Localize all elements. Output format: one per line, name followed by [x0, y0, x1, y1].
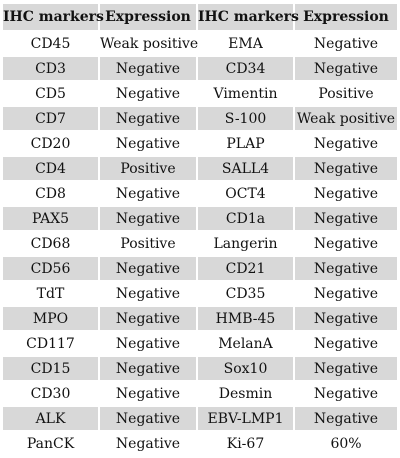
marker-cell: Sox10 [198, 357, 295, 382]
marker-cell: CD56 [3, 257, 100, 282]
expression-cell: Negative [295, 382, 397, 407]
marker-cell: PAX5 [3, 207, 100, 232]
expression-cell: Negative [100, 282, 198, 307]
marker-cell: TdT [3, 282, 100, 307]
marker-cell: Desmin [198, 382, 295, 407]
header-ihc-markers-2: IHC markers [198, 4, 299, 32]
table-row: CD7 Negative S-100 Weak positive [3, 107, 397, 132]
ihc-marker-table: IHC markers Expression IHC markers Expre… [3, 4, 397, 457]
expression-cell: Weak positive [100, 32, 198, 57]
header-expression-1: Expression [100, 4, 198, 32]
expression-cell: Negative [100, 432, 198, 457]
expression-cell: Negative [295, 357, 397, 382]
table-row: CD20 Negative PLAP Negative [3, 132, 397, 157]
table-row: TdT Negative CD35 Negative [3, 282, 397, 307]
marker-cell: OCT4 [198, 182, 295, 207]
table-body: CD45 Weak positive EMA Negative CD3 Negative C… [3, 32, 397, 457]
expression-cell: Negative [100, 307, 198, 332]
expression-cell: Negative [100, 107, 198, 132]
table-row: CD30 Negative Desmin Negative [3, 382, 397, 407]
header-ihc-markers-1: IHC markers [3, 4, 104, 32]
marker-cell: PanCK [3, 432, 100, 457]
expression-cell: Negative [295, 282, 397, 307]
expression-cell: Negative [295, 232, 397, 257]
marker-cell: CD35 [198, 282, 295, 307]
expression-cell: Positive [100, 157, 198, 182]
header-row: IHC markers Expression IHC markers Expre… [3, 4, 397, 32]
marker-cell: EMA [198, 32, 295, 57]
header-expression-2: Expression [295, 4, 397, 32]
table-row: CD8 Negative OCT4 Negative [3, 182, 397, 207]
marker-cell: CD15 [3, 357, 100, 382]
expression-cell: Negative [295, 132, 397, 157]
expression-cell: Negative [100, 357, 198, 382]
expression-cell: Weak positive [295, 107, 397, 132]
marker-cell: MPO [3, 307, 100, 332]
table-row: CD5 Negative Vimentin Positive [3, 82, 397, 107]
expression-cell: Negative [295, 32, 397, 57]
marker-cell: CD3 [3, 57, 100, 82]
expression-cell: 60% [295, 432, 397, 457]
expression-cell: Negative [100, 382, 198, 407]
table-row: CD4 Positive SALL4 Negative [3, 157, 397, 182]
expression-cell: Negative [100, 207, 198, 232]
table-row: CD68 Positive Langerin Negative [3, 232, 397, 257]
expression-cell: Negative [100, 332, 198, 357]
expression-cell: Positive [295, 82, 397, 107]
marker-cell: CD21 [198, 257, 295, 282]
marker-cell: Ki-67 [198, 432, 295, 457]
table-row: CD56 Negative CD21 Negative [3, 257, 397, 282]
expression-cell: Negative [295, 207, 397, 232]
marker-cell: CD45 [3, 32, 100, 57]
expression-cell: Negative [100, 407, 198, 432]
marker-cell: Langerin [198, 232, 295, 257]
expression-cell: Positive [100, 232, 198, 257]
expression-cell: Negative [100, 57, 198, 82]
marker-cell: ALK [3, 407, 100, 432]
marker-cell: CD8 [3, 182, 100, 207]
expression-cell: Negative [295, 307, 397, 332]
expression-cell: Negative [100, 82, 198, 107]
marker-cell: CD68 [3, 232, 100, 257]
expression-cell: Negative [295, 157, 397, 182]
expression-cell: Negative [295, 57, 397, 82]
table-header: IHC markers Expression IHC markers Expre… [3, 4, 397, 32]
expression-cell: Negative [295, 407, 397, 432]
marker-cell: SALL4 [198, 157, 295, 182]
marker-cell: Vimentin [198, 82, 295, 107]
marker-cell: CD34 [198, 57, 295, 82]
table-row: MPO Negative HMB-45 Negative [3, 307, 397, 332]
marker-cell: CD4 [3, 157, 100, 182]
marker-cell: S-100 [198, 107, 295, 132]
table-row: CD15 Negative Sox10 Negative [3, 357, 397, 382]
table-row: CD117 Negative MelanA Negative [3, 332, 397, 357]
table-row: CD45 Weak positive EMA Negative [3, 32, 397, 57]
expression-cell: Negative [100, 257, 198, 282]
table-row: PAX5 Negative CD1a Negative [3, 207, 397, 232]
marker-cell: MelanA [198, 332, 295, 357]
expression-cell: Negative [295, 182, 397, 207]
expression-cell: Negative [295, 332, 397, 357]
marker-cell: CD1a [198, 207, 295, 232]
expression-cell: Negative [295, 257, 397, 282]
expression-cell: Negative [100, 132, 198, 157]
marker-cell: CD20 [3, 132, 100, 157]
marker-cell: PLAP [198, 132, 295, 157]
marker-cell: CD30 [3, 382, 100, 407]
marker-cell: CD7 [3, 107, 100, 132]
table-row: PanCK Negative Ki-67 60% [3, 432, 397, 457]
marker-cell: CD117 [3, 332, 100, 357]
table-row: CD3 Negative CD34 Negative [3, 57, 397, 82]
marker-cell: HMB-45 [198, 307, 295, 332]
marker-cell: EBV-LMP1 [198, 407, 295, 432]
marker-cell: CD5 [3, 82, 100, 107]
expression-cell: Negative [100, 182, 198, 207]
table-row: ALK Negative EBV-LMP1 Negative [3, 407, 397, 432]
